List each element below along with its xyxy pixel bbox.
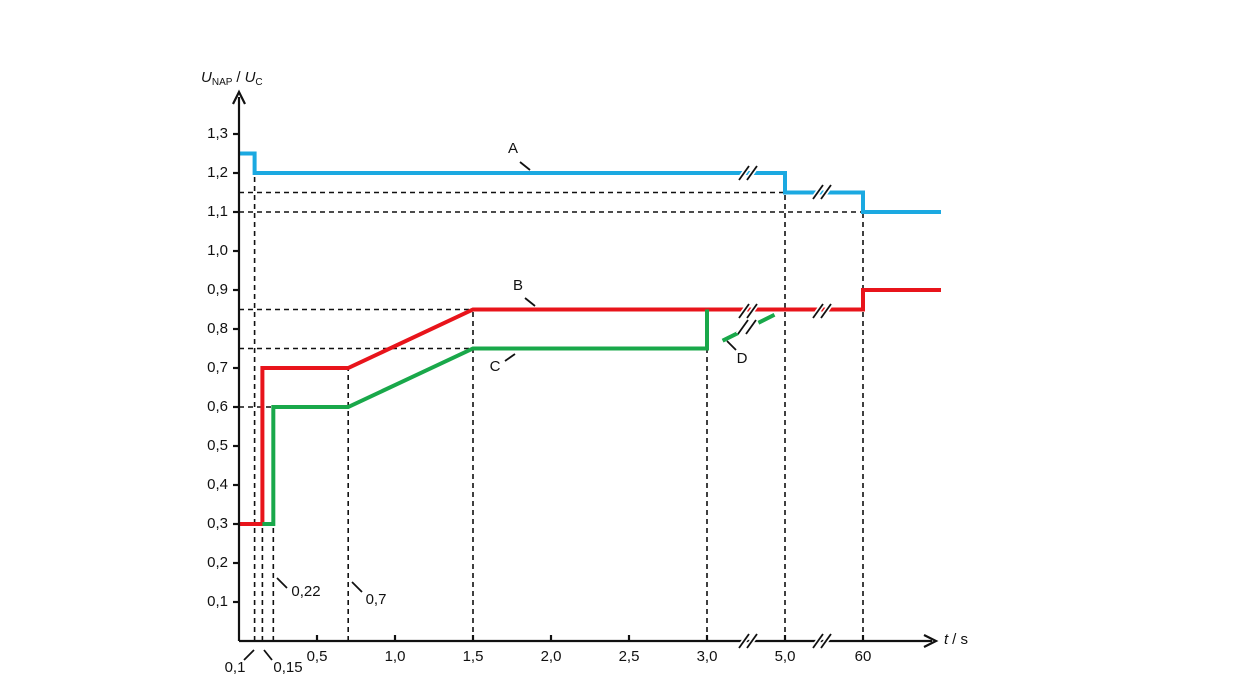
y-axis-label: UNAP / UC bbox=[201, 69, 263, 88]
y-label-part: C bbox=[255, 77, 262, 88]
x-axis-arrow bbox=[923, 634, 939, 648]
x-axis-label: t / s bbox=[944, 631, 968, 648]
series-label: B bbox=[513, 277, 523, 294]
y-axis-arrow bbox=[232, 89, 246, 105]
x-tick-label: 60 bbox=[855, 648, 872, 665]
series-leader bbox=[726, 340, 737, 351]
y-tick-label: 0,8 bbox=[207, 320, 228, 337]
break-mark bbox=[737, 319, 749, 335]
x-tick-label: 0,5 bbox=[307, 648, 328, 665]
x-annotation-label: 0,22 bbox=[291, 583, 320, 600]
y-label-part: NAP bbox=[212, 77, 233, 88]
y-tick-label: 0,5 bbox=[207, 437, 228, 454]
break-mark bbox=[820, 303, 832, 319]
y-tick-label: 1,2 bbox=[207, 164, 228, 181]
annotation-leader bbox=[351, 581, 363, 593]
break-mark bbox=[812, 303, 824, 319]
series-label: A bbox=[508, 140, 518, 157]
series-line bbox=[239, 288, 941, 526]
annotation-leader bbox=[243, 649, 255, 661]
x-tick-label: 3,0 bbox=[697, 648, 718, 665]
y-tick-label: 0,4 bbox=[207, 476, 228, 493]
annotation-leader bbox=[263, 649, 273, 661]
break-mark bbox=[812, 184, 824, 200]
series-line bbox=[239, 151, 941, 214]
annotation-leader bbox=[276, 577, 288, 589]
y-label-part: U bbox=[201, 69, 212, 86]
break-mark bbox=[746, 165, 758, 181]
x-annotation-label: 0,15 bbox=[273, 659, 302, 676]
y-tick-label: 0,3 bbox=[207, 515, 228, 532]
y-tick-label: 0,9 bbox=[207, 281, 228, 298]
labels: 0,1 0,15 0,22 0,7 A B C D bbox=[225, 140, 834, 676]
y-tick-label: 1,3 bbox=[207, 125, 228, 142]
y-tick-label: 1,0 bbox=[207, 242, 228, 259]
y-label-part: / bbox=[236, 69, 241, 86]
break-mark bbox=[820, 184, 832, 200]
x-tick-label: 2,5 bbox=[619, 648, 640, 665]
break-mark bbox=[812, 633, 824, 649]
y-tick-label: 0,1 bbox=[207, 593, 228, 610]
break-mark bbox=[738, 165, 750, 181]
break-mark bbox=[746, 633, 758, 649]
y-tick-label: 0,2 bbox=[207, 554, 228, 571]
series-label: D bbox=[737, 350, 748, 367]
guides bbox=[239, 173, 864, 641]
series-label: C bbox=[490, 358, 501, 375]
y-tick-label: 0,7 bbox=[207, 359, 228, 376]
series-line bbox=[262, 309, 709, 526]
series-leader bbox=[524, 297, 536, 307]
break-mark bbox=[745, 319, 757, 335]
x-tick-label: 5,0 bbox=[775, 648, 796, 665]
x-tick-label: 1,0 bbox=[385, 648, 406, 665]
series-leader bbox=[519, 161, 531, 171]
break-mark bbox=[738, 303, 750, 319]
series-line bbox=[721, 307, 786, 343]
y-label-part: U bbox=[245, 69, 256, 86]
y-tick-label: 0,6 bbox=[207, 398, 228, 415]
x-tick-label: 2,0 bbox=[541, 648, 562, 665]
x-tick-label: 1,5 bbox=[463, 648, 484, 665]
break-mark bbox=[738, 633, 750, 649]
break-mark bbox=[746, 303, 758, 319]
break-mark bbox=[820, 633, 832, 649]
x-label-part: / s bbox=[952, 631, 968, 648]
y-tick-label: 1,1 bbox=[207, 203, 228, 220]
plot bbox=[239, 151, 941, 526]
x-annotation-label: 0,1 bbox=[225, 659, 246, 676]
x-label-part: t bbox=[944, 631, 949, 648]
x-annotation-label: 0,7 bbox=[366, 591, 387, 608]
series-leader bbox=[504, 353, 516, 362]
